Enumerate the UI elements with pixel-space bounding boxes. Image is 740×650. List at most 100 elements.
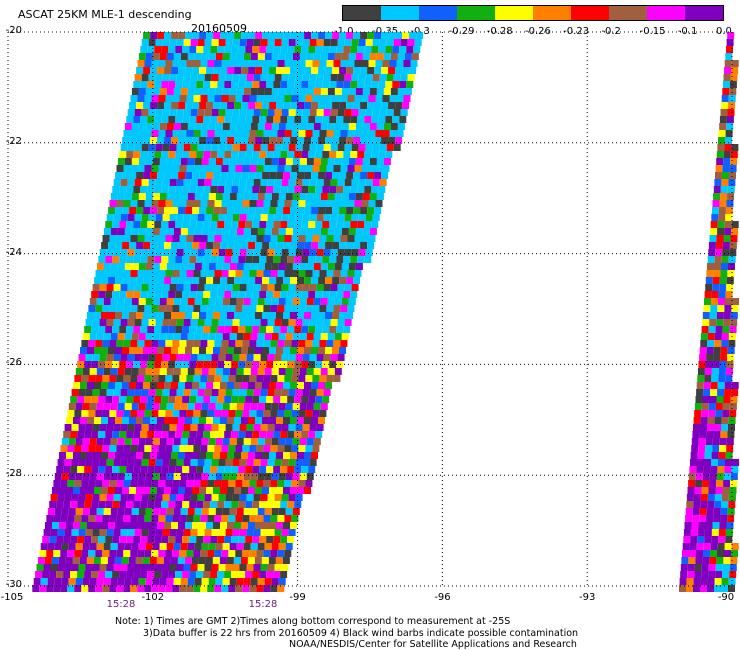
swath-pixel <box>213 487 220 494</box>
swath-pixel <box>166 298 174 305</box>
lat-label: -20 <box>5 25 22 36</box>
swath-pixel <box>276 277 284 284</box>
swath-pixel <box>238 151 246 158</box>
swath-pixel <box>385 81 393 88</box>
swath-pixel <box>220 417 227 424</box>
swath-pixel <box>92 424 100 431</box>
swath-pixel <box>402 67 410 74</box>
swath-pixel <box>390 88 398 95</box>
swath-pixel <box>252 46 260 53</box>
swath-pixel <box>302 39 310 46</box>
swath-pixel <box>285 88 293 95</box>
swath-pixel <box>165 60 173 67</box>
swath-pixel <box>266 431 274 438</box>
swath-pixel <box>399 116 407 123</box>
swath-pixel <box>67 585 75 592</box>
swath-pixel <box>217 571 225 578</box>
swath-pixel <box>280 151 288 158</box>
swath-pixel <box>280 221 288 228</box>
swath-pixel <box>357 256 365 263</box>
swath-pixel <box>228 550 236 557</box>
swath-pixel <box>252 81 260 88</box>
swath-pixel <box>727 109 735 116</box>
swath-pixel <box>291 95 299 102</box>
swath-pixel <box>710 543 718 550</box>
swath-pixel <box>194 228 202 235</box>
swath-pixel <box>147 326 155 333</box>
swath-pixel <box>343 256 351 263</box>
swath-pixel <box>269 487 276 494</box>
swath-pixel <box>730 473 738 480</box>
swath-pixel <box>134 109 142 116</box>
swath-pixel <box>127 284 135 291</box>
swath-pixel <box>137 95 145 102</box>
swath-pixel <box>124 368 132 375</box>
swath-pixel <box>201 53 209 60</box>
swath-pixel <box>236 53 244 60</box>
swath-pixel <box>266 326 274 333</box>
swath-pixel <box>318 347 325 354</box>
swath-pixel <box>211 424 219 431</box>
swath-pixel <box>714 417 722 424</box>
swath-pixel <box>127 249 135 256</box>
swath-pixel <box>707 417 715 424</box>
swath-pixel <box>264 333 272 340</box>
swath-pixel <box>301 431 309 438</box>
swath-pixel <box>189 186 197 193</box>
swath-pixel <box>165 480 173 487</box>
swath-pixel <box>726 277 734 284</box>
swath-pixel <box>285 368 293 375</box>
swath-pixel <box>358 179 366 186</box>
swath-pixel <box>297 32 305 39</box>
swath-pixel <box>165 585 173 592</box>
swath-pixel <box>316 144 324 151</box>
swath-pixel <box>250 368 258 375</box>
swath-pixel <box>157 102 165 109</box>
swath-pixel <box>88 515 96 522</box>
swath-pixel <box>60 480 68 487</box>
swath-pixel <box>185 172 193 179</box>
swath-pixel <box>120 214 128 221</box>
swath-pixel <box>252 536 260 543</box>
swath-pixel <box>696 550 703 557</box>
swath-pixel <box>246 424 254 431</box>
swath-pixel <box>323 354 331 361</box>
swath-pixel <box>203 396 211 403</box>
swath-pixel <box>193 60 201 67</box>
swath-pixel <box>709 312 717 319</box>
swath-pixel <box>271 368 279 375</box>
swath-pixel <box>54 473 62 480</box>
swath-pixel <box>158 305 166 312</box>
swath-pixel <box>229 263 237 270</box>
swath-pixel <box>200 480 208 487</box>
swath-pixel <box>103 403 111 410</box>
swath-pixel <box>217 466 225 473</box>
swath-pixel <box>95 375 103 382</box>
swath-pixel <box>325 277 333 284</box>
swath-pixel <box>165 375 173 382</box>
swath-pixel <box>106 459 114 466</box>
swath-pixel <box>151 130 159 137</box>
swath-pixel <box>252 501 260 508</box>
swath-pixel <box>225 249 233 256</box>
swath-pixel <box>53 480 61 487</box>
swath-pixel <box>143 487 150 494</box>
swath-pixel <box>166 88 174 95</box>
swath-pixel <box>708 242 716 249</box>
swath-pixel <box>700 333 708 340</box>
swath-pixel <box>95 305 103 312</box>
swath-pixel <box>326 235 334 242</box>
swath-pixel <box>213 242 221 249</box>
swath-pixel <box>239 109 247 116</box>
swath-pixel <box>151 340 159 347</box>
swath-pixel <box>246 494 254 501</box>
swath-pixel <box>263 445 271 452</box>
swath-pixel <box>267 39 275 46</box>
swath-pixel <box>694 403 702 410</box>
swath-pixel <box>187 473 195 480</box>
swath-pixel <box>94 277 102 284</box>
swath-pixel <box>203 116 211 123</box>
swath-pixel <box>339 67 347 74</box>
swath-pixel <box>94 312 101 319</box>
swath-pixel <box>354 130 362 137</box>
